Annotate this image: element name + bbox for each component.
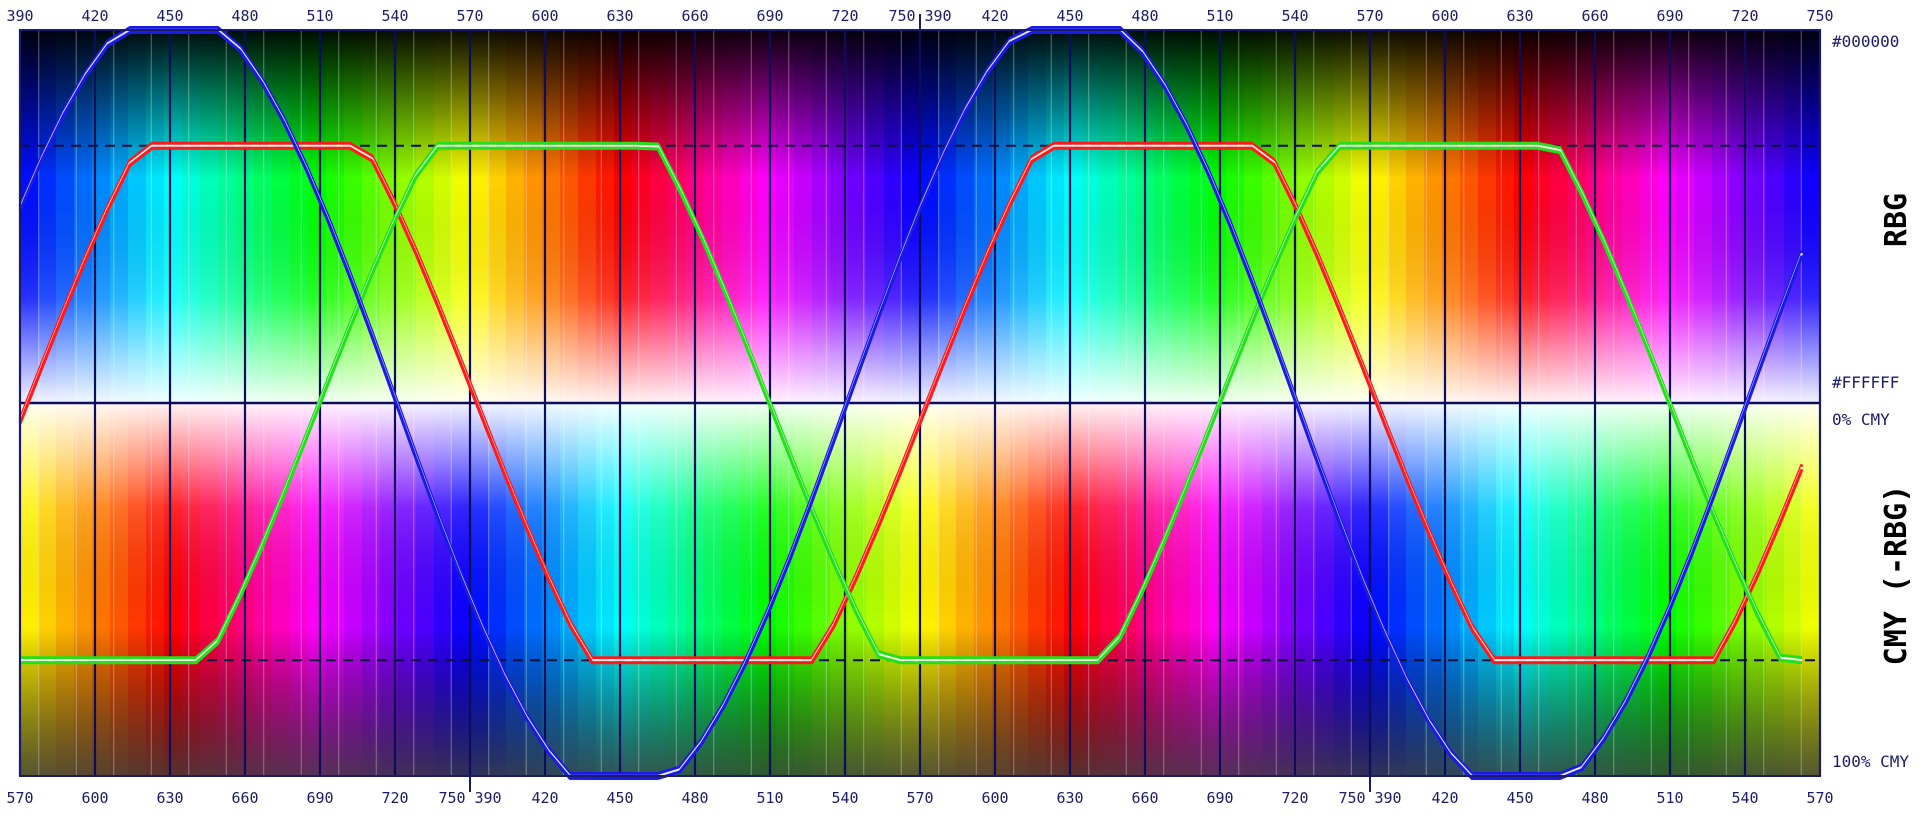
top-tick-label: 540: [1281, 7, 1308, 25]
bottom-tick-label: 480: [1581, 789, 1608, 807]
label-cmy-zero: 0% CMY: [1832, 410, 1890, 429]
top-axis: 390 420 450 480 510 540 570 600 630 660 690 720 750 3…: [6, 7, 1834, 30]
label-black: #000000: [1832, 32, 1899, 51]
bottom-tick-label: 750: [1338, 789, 1365, 807]
bottom-tick-label: 510: [1656, 789, 1683, 807]
bottom-tick-label: 420: [531, 789, 558, 807]
top-tick-label: 480: [1131, 7, 1158, 25]
top-tick-label: 750: [1806, 7, 1833, 25]
label-cmy-full: 100% CMY: [1832, 752, 1909, 771]
bottom-tick-label: 750: [438, 789, 465, 807]
bottom-tick-label: 570: [1806, 789, 1833, 807]
bottom-tick-label: 480: [681, 789, 708, 807]
right-labels: #000000 #FFFFFF 0% CMY 100% CMY RBG CMY …: [1832, 32, 1914, 771]
section-cmy: CMY (-RBG): [1879, 485, 1914, 666]
bottom-tick-label: 570: [6, 789, 33, 807]
top-tick-label: 390: [924, 7, 951, 25]
top-tick-label: 660: [1581, 7, 1608, 25]
bottom-tick-label: 540: [831, 789, 858, 807]
bottom-tick-label: 660: [231, 789, 258, 807]
bottom-tick-label: 450: [606, 789, 633, 807]
bottom-tick-label: 600: [81, 789, 108, 807]
top-tick-label: 690: [756, 7, 783, 25]
label-white: #FFFFFF: [1832, 373, 1899, 392]
blue-curve: [18, 31, 1804, 780]
top-tick-label: 720: [1731, 7, 1758, 25]
bottom-axis: 570 600 630 660 690 720 750 390 420 450 480 510 540 5…: [6, 776, 1834, 807]
top-tick-label: 690: [1656, 7, 1683, 25]
bottom-tick-label: 720: [1281, 789, 1308, 807]
top-tick-label: 660: [681, 7, 708, 25]
bottom-tick-label: 690: [1206, 789, 1233, 807]
top-tick-label: 600: [531, 7, 558, 25]
green-curve: [20, 146, 1803, 665]
top-tick-label: 750: [888, 7, 915, 25]
top-tick-label: 450: [156, 7, 183, 25]
bottom-tick-label: 540: [1731, 789, 1758, 807]
top-tick-label: 390: [6, 7, 33, 25]
top-tick-label: 570: [1356, 7, 1383, 25]
top-tick-label: 630: [1506, 7, 1533, 25]
top-tick-label: 450: [1056, 7, 1083, 25]
red-curve: [18, 146, 1804, 665]
bottom-tick-label: 630: [156, 789, 183, 807]
bottom-tick-label: 450: [1506, 789, 1533, 807]
bottom-tick-label: 720: [381, 789, 408, 807]
bottom-tick-label: 660: [1131, 789, 1158, 807]
top-tick-label: 570: [456, 7, 483, 25]
bottom-tick-label: 390: [1374, 789, 1401, 807]
bottom-tick-label: 570: [906, 789, 933, 807]
curves: [18, 26, 1804, 780]
bottom-tick-label: 690: [306, 789, 333, 807]
top-tick-label: 420: [981, 7, 1008, 25]
top-tick-label: 510: [306, 7, 333, 25]
top-tick-label: 630: [606, 7, 633, 25]
bottom-tick-label: 600: [981, 789, 1008, 807]
bottom-tick-label: 630: [1056, 789, 1083, 807]
top-tick-label: 720: [831, 7, 858, 25]
bottom-tick-label: 510: [756, 789, 783, 807]
top-tick-label: 540: [381, 7, 408, 25]
bottom-tick-label: 420: [1431, 789, 1458, 807]
top-tick-label: 480: [231, 7, 258, 25]
top-tick-label: 510: [1206, 7, 1233, 25]
top-tick-label: 600: [1431, 7, 1458, 25]
bottom-tick-label: 390: [474, 789, 501, 807]
section-rbg: RBG: [1879, 193, 1914, 247]
top-tick-label: 420: [81, 7, 108, 25]
